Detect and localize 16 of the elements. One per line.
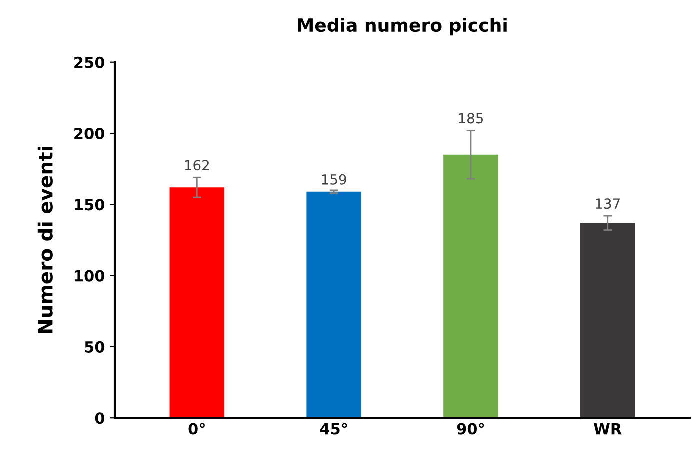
- data-label: 185: [459, 113, 484, 124]
- x-tick-label: 45°: [320, 423, 348, 435]
- y-axis-title: Numero di eventi: [38, 147, 53, 334]
- y-tick-label: 250: [74, 56, 105, 68]
- y-tick-label: 100: [75, 270, 105, 282]
- data-label: 159: [322, 174, 346, 185]
- data-label: 137: [596, 198, 620, 210]
- x-tick-label: 90°: [457, 423, 484, 435]
- x-tick-label: 0°: [188, 423, 205, 435]
- y-tick-label: 0: [95, 412, 105, 424]
- x-tick-label: WR: [594, 423, 622, 435]
- data-label: 162: [185, 160, 210, 171]
- y-tick-label: 50: [85, 341, 105, 353]
- chart-title: Media numero picchi: [298, 18, 507, 36]
- y-tick-label: 150: [75, 199, 105, 211]
- y-tick-label: 200: [74, 128, 105, 140]
